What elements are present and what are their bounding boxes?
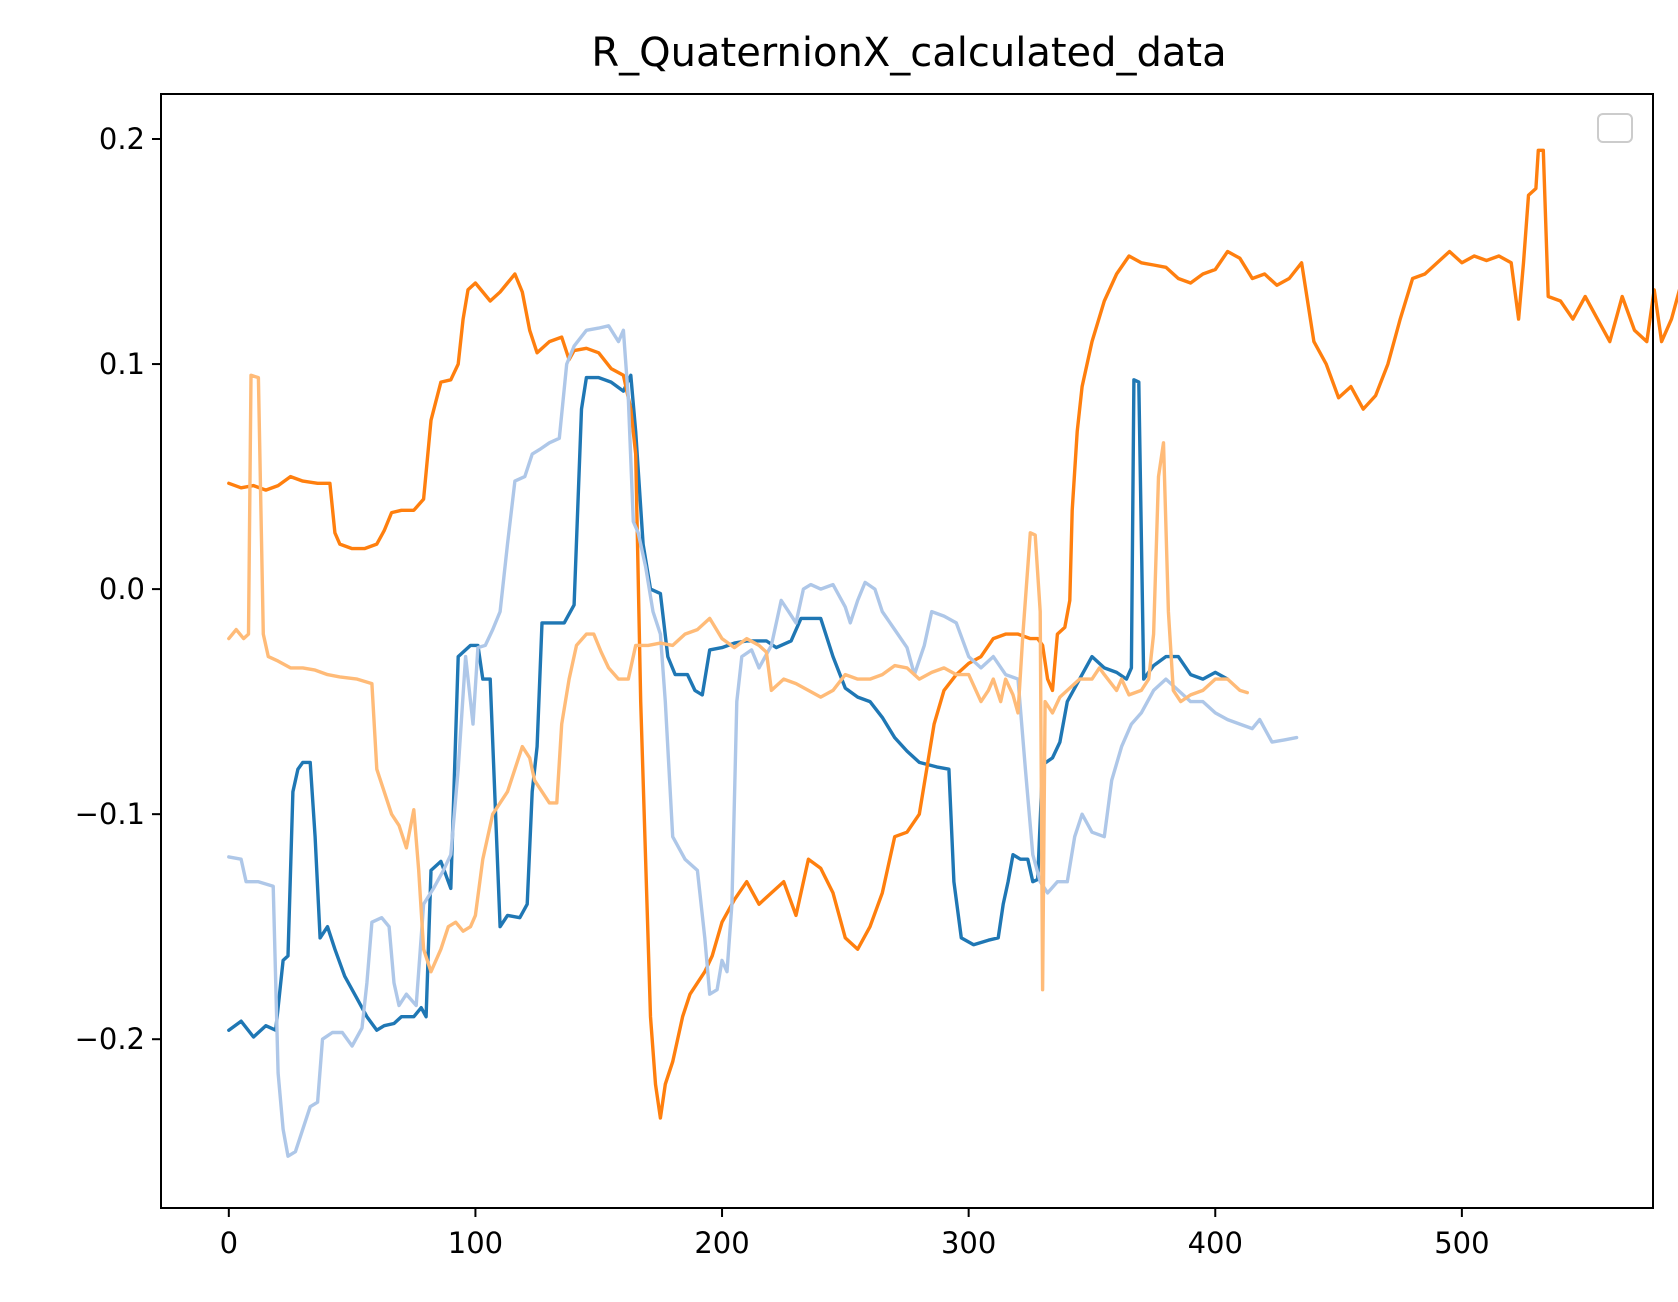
x-tick-label: 500 [1434, 1226, 1489, 1260]
series-line-4 [227, 373, 1249, 992]
series-line-3 [227, 324, 1299, 1158]
y-tick-label: −0.1 [75, 797, 145, 831]
series-group [227, 148, 1678, 1158]
x-axis: 0 100 200 300 400 500 [220, 1208, 1490, 1260]
x-tick-label: 100 [448, 1226, 503, 1260]
plot-frame [160, 93, 1654, 1209]
y-tick-label: −0.2 [75, 1022, 145, 1056]
legend [1597, 113, 1633, 143]
y-tick-label: 0.1 [99, 347, 145, 381]
x-tick-label: 0 [220, 1226, 238, 1260]
legend-box [1597, 113, 1633, 143]
y-tick-label: 0.2 [99, 122, 145, 156]
x-tick-label: 400 [1188, 1226, 1243, 1260]
y-axis: −0.2 −0.1 0.0 0.1 0.2 [75, 122, 161, 1056]
y-tick-label: 0.0 [99, 572, 145, 606]
x-tick-label: 300 [941, 1226, 996, 1260]
chart-title: R_QuaternionX_calculated_data [591, 30, 1226, 76]
x-tick-label: 200 [694, 1226, 749, 1260]
series-line-1 [227, 373, 1230, 1039]
